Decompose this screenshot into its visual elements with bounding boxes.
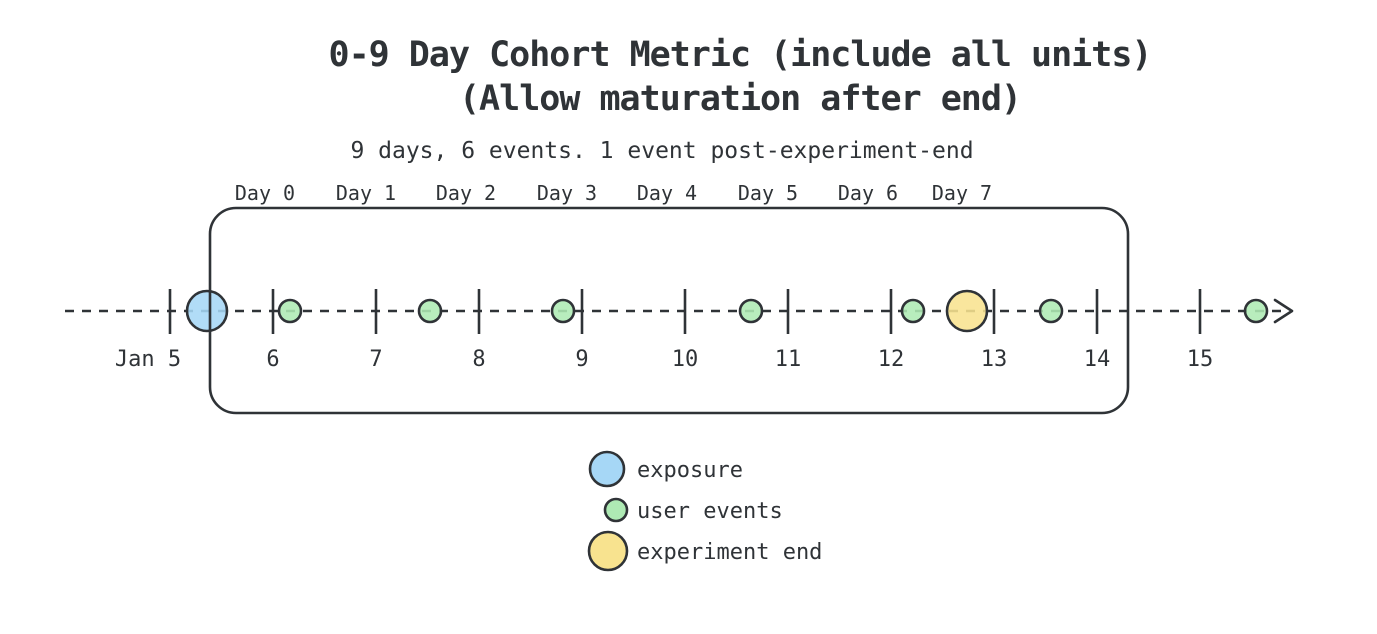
user-event-marker: [1243, 298, 1269, 324]
day-label: Day 3: [537, 181, 597, 205]
timeline-tick-label: 11: [775, 347, 802, 372]
user-event-marker: [900, 298, 926, 324]
timeline-markers: [185, 289, 1269, 333]
day-label: Day 0: [235, 181, 295, 205]
day-labels: Day 0 Day 1 Day 2 Day 3 Day 4 Day 5 Day 6 Day 7: [235, 181, 992, 205]
legend-item-exposure: exposure: [588, 450, 743, 488]
experiment-end-marker: [945, 289, 989, 333]
user-event-marker: [277, 298, 303, 324]
timeline-tick-label: 12: [878, 347, 905, 372]
user-event-marker: [1038, 298, 1064, 324]
legend-item-experiment-end: experiment end: [587, 530, 822, 572]
timeline-tick-label: 9: [575, 347, 588, 372]
day-label: Day 7: [932, 181, 992, 205]
legend: exposure user events experiment end: [587, 450, 822, 572]
day-label: Day 6: [838, 181, 898, 205]
legend-swatch-experiment-end: [587, 530, 629, 572]
timeline-tick-label: 8: [472, 347, 485, 372]
legend-label-exposure: exposure: [637, 458, 743, 483]
timeline-tick-label: 15: [1187, 347, 1214, 372]
timeline-tick-label: Jan 5: [115, 347, 181, 372]
user-event-marker: [550, 298, 576, 324]
diagram-title-line-1: 0-9 Day Cohort Metric (include all units…: [329, 35, 1152, 75]
day-label: Day 1: [336, 181, 396, 205]
diagram-subtitle: 9 days, 6 events. 1 event post-experimen…: [350, 138, 973, 164]
timeline-tick-label: 13: [981, 347, 1008, 372]
timeline-arrow-head-icon: [1273, 298, 1294, 324]
legend-swatch-exposure: [588, 450, 626, 488]
day-label: Day 2: [436, 181, 496, 205]
legend-swatch-user-events: [603, 497, 629, 523]
legend-label-experiment-end: experiment end: [637, 540, 822, 565]
day-label: Day 5: [738, 181, 798, 205]
user-event-marker: [417, 298, 443, 324]
metric-window-box: [208, 206, 1130, 415]
user-event-marker: [738, 298, 764, 324]
legend-item-user-events: user events: [603, 497, 783, 524]
exposure-marker: [185, 289, 229, 333]
timeline-tick-label: 10: [672, 347, 699, 372]
day-label: Day 4: [637, 181, 697, 205]
timeline-tick-label: 14: [1084, 347, 1111, 372]
timeline-ticks: Jan 5 6 7 8 9 10 11 12 13 14 15: [115, 289, 1213, 372]
timeline-tick-label: 6: [266, 347, 279, 372]
timeline-tick-label: 7: [369, 347, 382, 372]
diagram-title-line-2: (Allow maturation after end): [459, 79, 1021, 119]
legend-label-user-events: user events: [637, 499, 783, 524]
